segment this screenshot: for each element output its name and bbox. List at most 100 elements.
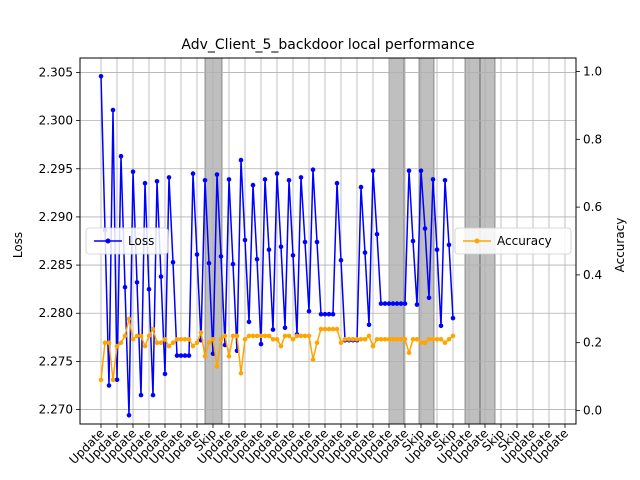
y-tick-label-right: 1.0 bbox=[583, 65, 602, 79]
legend-loss-box bbox=[85, 227, 169, 255]
y-tick-label-left: 2.280 bbox=[39, 306, 73, 320]
point-accuracy bbox=[350, 337, 356, 342]
y-tick-label-left: 2.300 bbox=[39, 114, 73, 128]
point-loss bbox=[194, 252, 200, 257]
point-accuracy bbox=[198, 330, 204, 335]
point-accuracy bbox=[210, 337, 216, 342]
point-accuracy bbox=[122, 333, 128, 339]
point-accuracy bbox=[346, 337, 352, 342]
point-accuracy bbox=[382, 337, 388, 342]
point-accuracy bbox=[206, 340, 212, 346]
point-loss bbox=[338, 258, 344, 263]
point-accuracy bbox=[322, 326, 328, 332]
point-loss bbox=[322, 311, 328, 317]
point-loss bbox=[238, 157, 244, 163]
point-accuracy bbox=[118, 340, 124, 346]
point-loss bbox=[274, 171, 280, 176]
point-loss bbox=[182, 353, 188, 358]
point-loss bbox=[134, 280, 140, 285]
point-loss bbox=[318, 311, 324, 317]
point-loss bbox=[190, 171, 196, 176]
point-accuracy bbox=[174, 337, 180, 342]
point-loss bbox=[410, 238, 416, 244]
point-loss bbox=[158, 274, 164, 279]
point-loss bbox=[418, 168, 424, 173]
point-loss bbox=[98, 74, 104, 79]
point-accuracy bbox=[190, 343, 196, 349]
point-loss bbox=[130, 169, 136, 174]
point-accuracy bbox=[218, 337, 224, 342]
point-loss bbox=[358, 184, 364, 190]
point-accuracy bbox=[242, 337, 248, 342]
point-accuracy bbox=[134, 333, 140, 339]
point-loss bbox=[142, 180, 148, 186]
skip-shading-layer bbox=[204, 57, 496, 425]
point-accuracy bbox=[362, 337, 368, 342]
point-loss bbox=[178, 353, 184, 358]
point-loss bbox=[446, 242, 452, 248]
y-tick-label-right: 0.0 bbox=[583, 403, 602, 417]
point-loss bbox=[434, 247, 440, 252]
point-loss bbox=[186, 353, 192, 358]
axes-layer: UpdateUpdateUpdateUpdateUpdateUpdateUpda… bbox=[39, 65, 602, 467]
point-accuracy bbox=[378, 337, 384, 342]
point-loss bbox=[202, 178, 208, 183]
point-loss bbox=[370, 168, 376, 173]
point-loss bbox=[398, 301, 404, 306]
y-axis-label-left: Loss bbox=[11, 232, 25, 258]
point-accuracy bbox=[446, 337, 452, 342]
point-accuracy bbox=[294, 333, 300, 339]
point-accuracy bbox=[126, 316, 132, 322]
point-loss bbox=[242, 237, 248, 243]
legend-loss-label: Loss bbox=[128, 234, 154, 248]
point-loss bbox=[106, 383, 112, 388]
point-loss bbox=[166, 175, 172, 180]
point-accuracy bbox=[234, 333, 240, 339]
point-loss bbox=[362, 250, 368, 255]
point-accuracy bbox=[370, 343, 376, 349]
point-accuracy bbox=[442, 340, 448, 346]
point-loss bbox=[286, 178, 292, 183]
point-loss bbox=[218, 254, 224, 259]
point-accuracy bbox=[402, 337, 408, 342]
point-accuracy bbox=[450, 333, 456, 339]
point-loss bbox=[138, 392, 144, 398]
point-loss bbox=[438, 323, 444, 329]
point-loss bbox=[250, 182, 256, 188]
point-accuracy bbox=[254, 333, 260, 339]
point-accuracy bbox=[386, 337, 392, 342]
point-accuracy bbox=[302, 333, 308, 339]
point-loss bbox=[442, 178, 448, 183]
y-tick-label-left: 2.290 bbox=[39, 210, 73, 224]
point-accuracy bbox=[274, 337, 280, 342]
skip-span bbox=[388, 57, 405, 425]
point-loss bbox=[394, 301, 400, 306]
point-accuracy bbox=[130, 337, 136, 342]
point-loss bbox=[334, 180, 340, 186]
y-tick-label-right: 0.2 bbox=[583, 336, 602, 350]
point-loss bbox=[114, 377, 120, 383]
point-loss bbox=[386, 301, 392, 306]
y-tick-label-left: 2.305 bbox=[39, 65, 73, 79]
point-loss bbox=[150, 392, 156, 398]
point-loss bbox=[430, 177, 436, 182]
point-loss bbox=[146, 286, 152, 292]
point-accuracy bbox=[258, 333, 264, 339]
point-loss bbox=[402, 301, 408, 306]
point-accuracy bbox=[286, 333, 292, 339]
point-accuracy bbox=[170, 340, 176, 346]
point-loss bbox=[266, 247, 272, 252]
point-accuracy bbox=[334, 326, 340, 332]
point-loss bbox=[246, 319, 252, 325]
point-loss bbox=[390, 301, 396, 306]
y-tick-label-right: 0.4 bbox=[583, 268, 602, 282]
point-loss bbox=[422, 226, 428, 231]
point-accuracy bbox=[262, 333, 268, 339]
y-tick-label-left: 2.275 bbox=[39, 354, 73, 368]
point-accuracy bbox=[298, 333, 304, 339]
point-loss bbox=[306, 309, 312, 314]
point-accuracy bbox=[114, 343, 120, 349]
point-loss bbox=[326, 311, 332, 317]
y-axis-label-right: Accuracy bbox=[613, 218, 627, 273]
point-accuracy bbox=[138, 333, 144, 339]
